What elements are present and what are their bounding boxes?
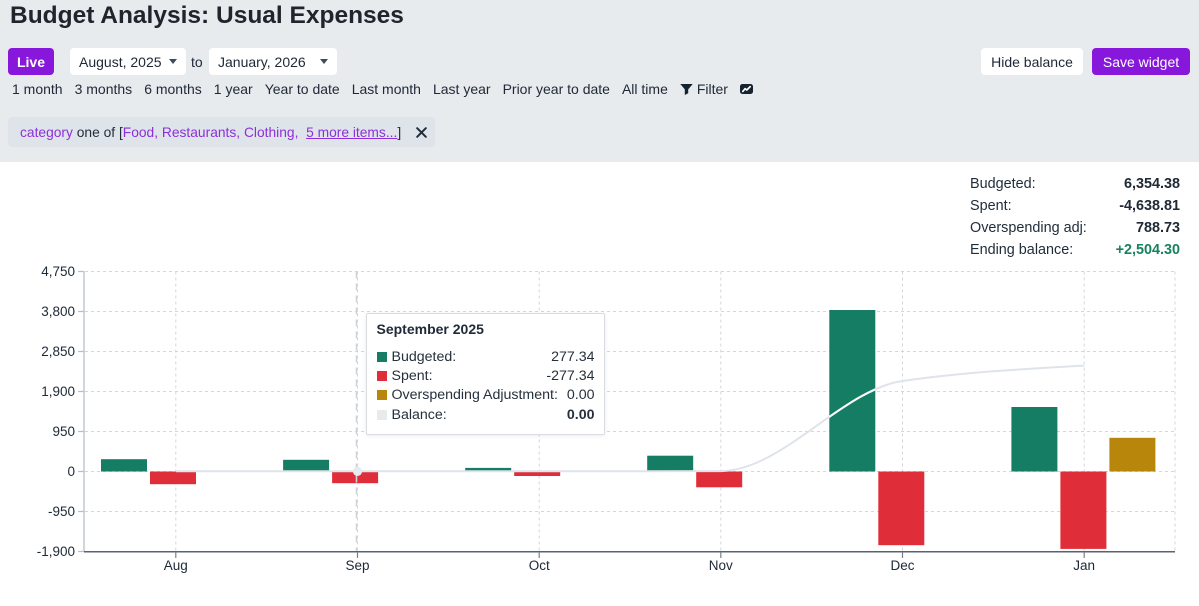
svg-text:-950: -950 <box>48 504 75 519</box>
svg-text:Jan: Jan <box>1073 558 1095 573</box>
svg-text:Nov: Nov <box>709 558 733 573</box>
svg-text:950: 950 <box>52 424 75 439</box>
svg-text:4,750: 4,750 <box>41 264 75 279</box>
svg-text:0: 0 <box>67 464 75 479</box>
svg-text:Sep: Sep <box>345 558 369 573</box>
svg-text:1,900: 1,900 <box>41 384 75 399</box>
svg-text:-1,900: -1,900 <box>37 544 75 559</box>
svg-text:Dec: Dec <box>890 558 914 573</box>
svg-text:3,800: 3,800 <box>41 304 75 319</box>
svg-text:Oct: Oct <box>529 558 550 573</box>
svg-text:Aug: Aug <box>164 558 188 573</box>
svg-text:2,850: 2,850 <box>41 344 75 359</box>
